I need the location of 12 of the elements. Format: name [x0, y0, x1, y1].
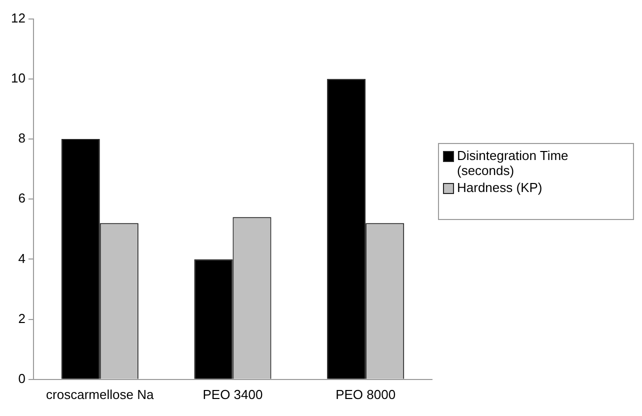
y-tick-label: 0	[18, 370, 26, 386]
y-tick-label: 6	[18, 190, 26, 206]
legend-label: Hardness (KP)	[457, 180, 542, 195]
y-tick-label: 4	[18, 250, 26, 266]
y-tick-label: 2	[18, 310, 26, 326]
y-tick-label: 10	[10, 70, 26, 86]
legend-label: Disintegration Time (seconds)	[457, 148, 570, 178]
y-tick-label: 8	[18, 130, 26, 146]
y-tick-label: 12	[10, 10, 26, 26]
x-tick-label: croscarmellose Na	[46, 386, 154, 402]
x-tick-label: PEO 8000	[336, 386, 396, 402]
x-tick-label: PEO 3400	[202, 386, 263, 402]
